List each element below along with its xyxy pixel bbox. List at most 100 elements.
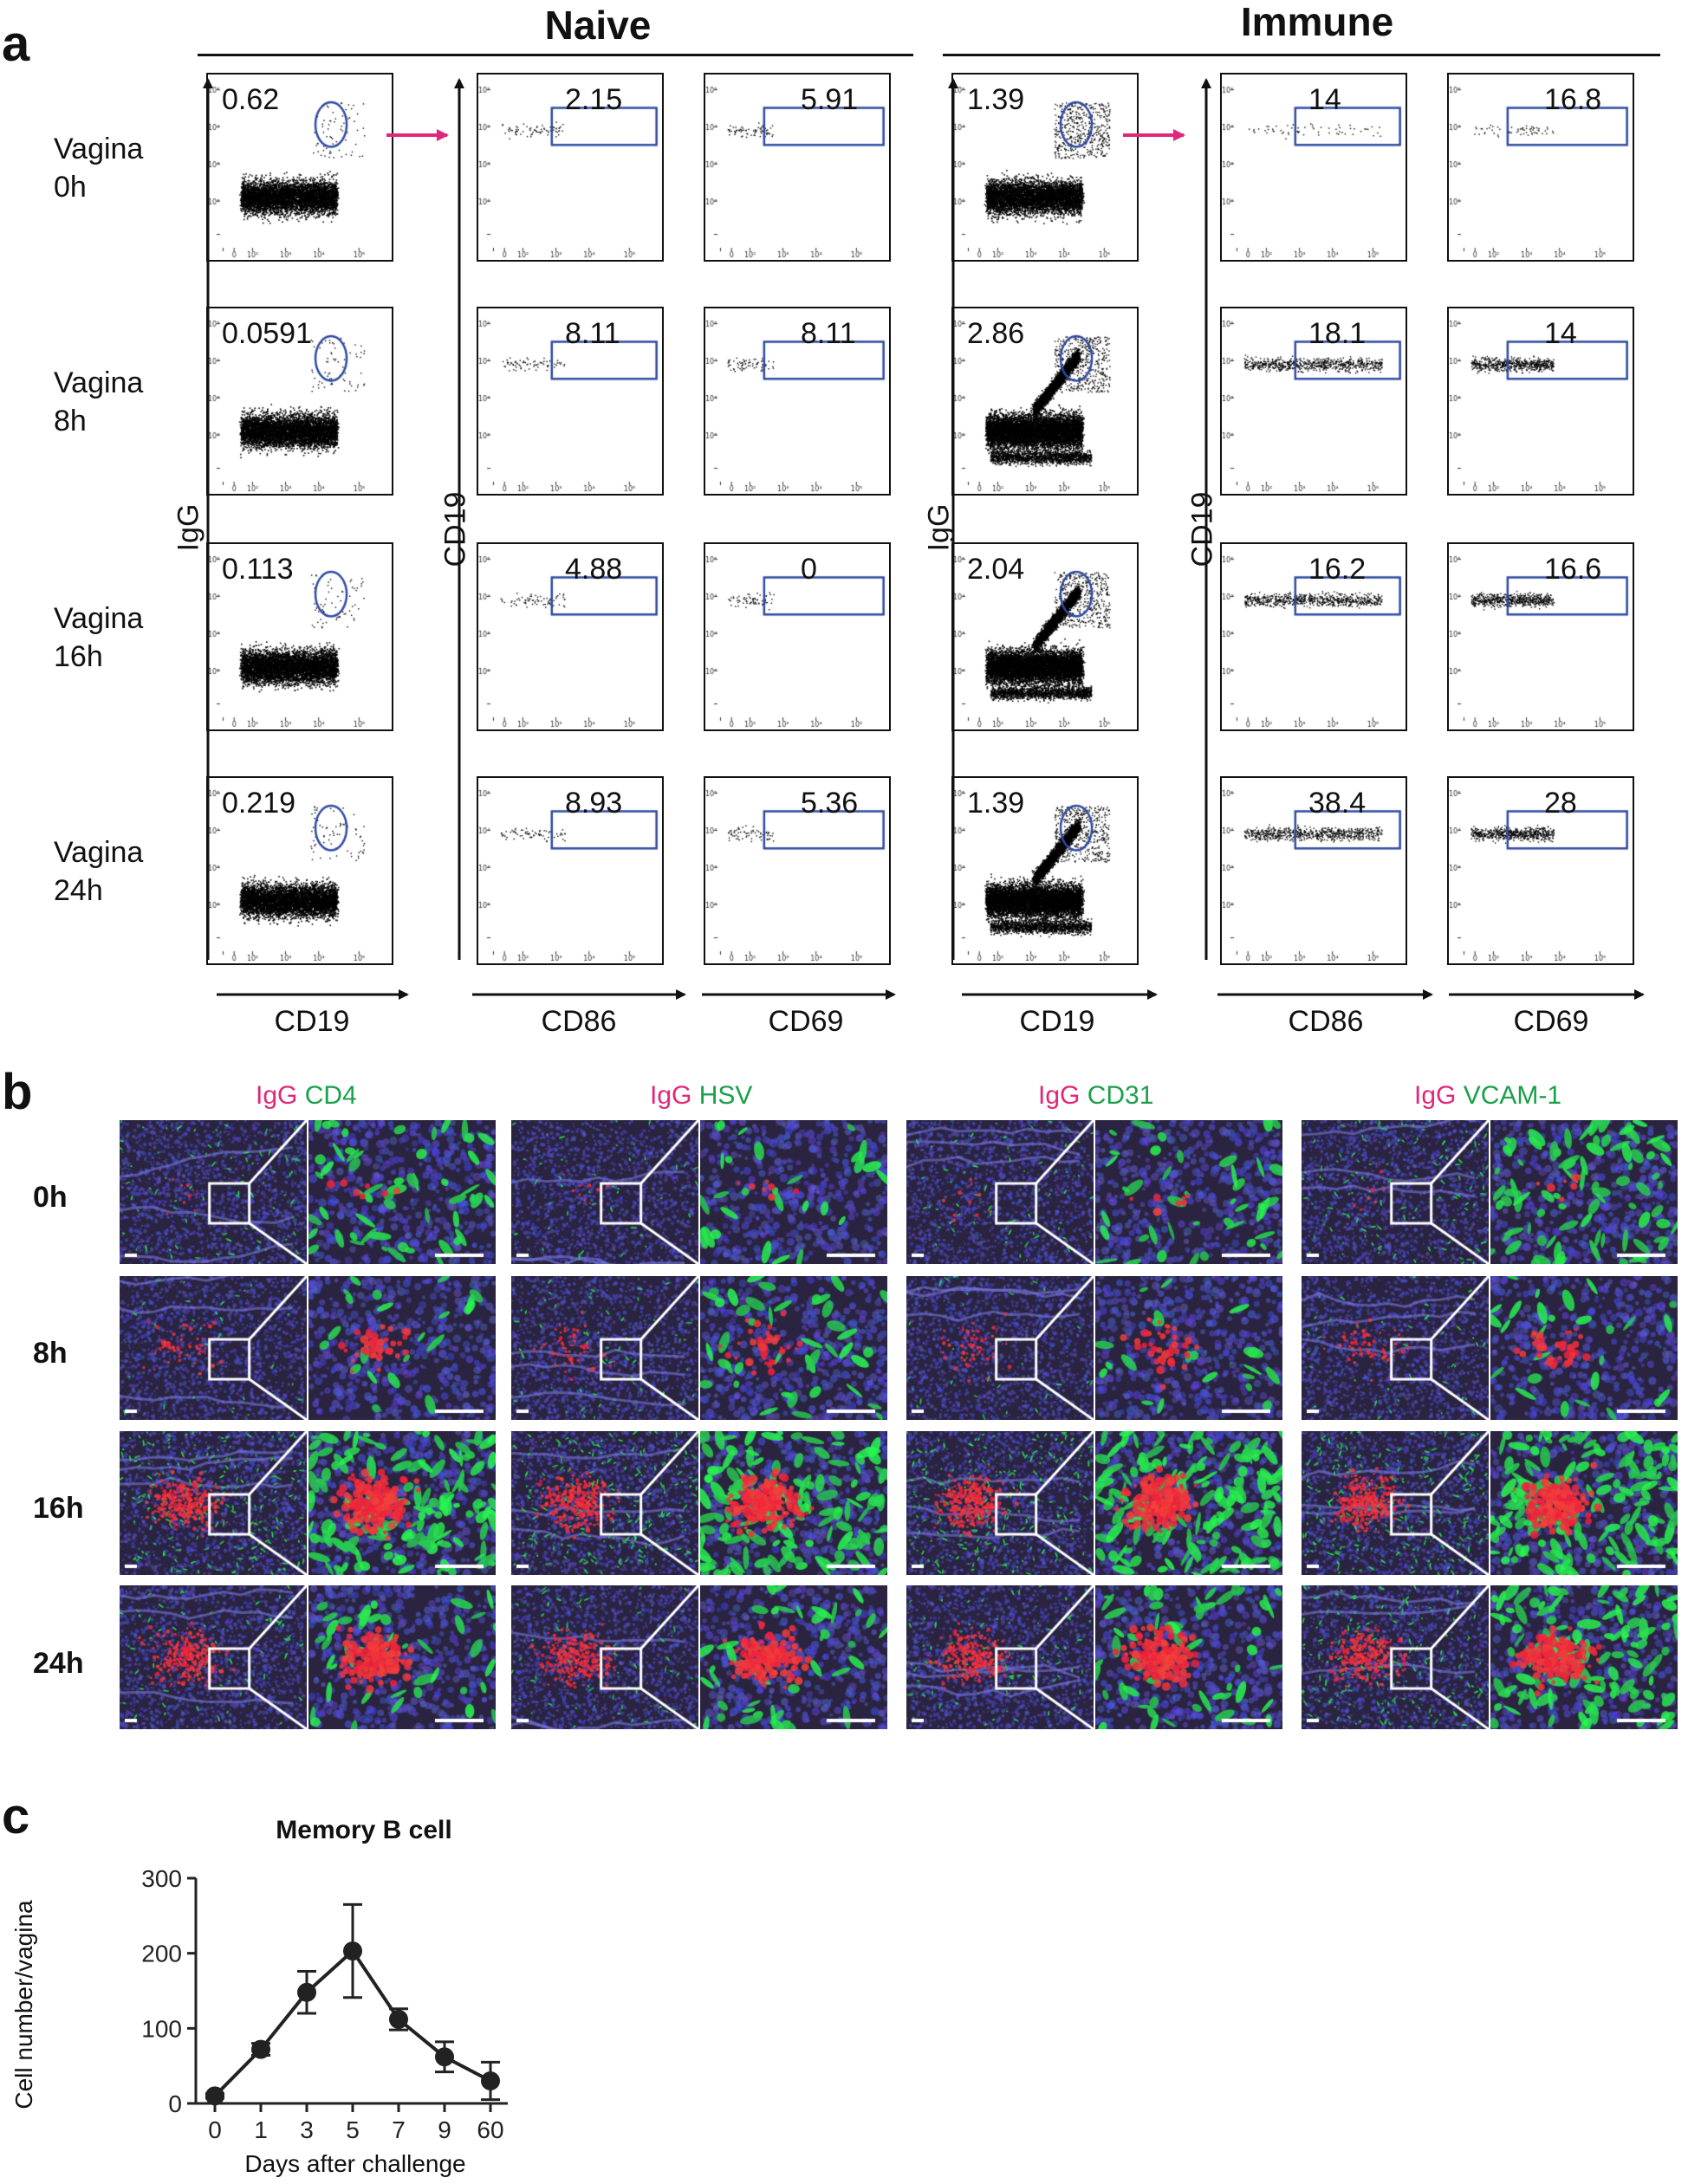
time-label-8h: 8h bbox=[33, 1337, 68, 1370]
micrograph-pair bbox=[906, 1120, 1282, 1264]
group-title-immune: Immune bbox=[1240, 0, 1394, 44]
naive-cd69-plot-1: 8.11 bbox=[704, 307, 891, 496]
panel-c-letter: c bbox=[2, 1788, 30, 1844]
micrograph-zoom bbox=[700, 1120, 887, 1264]
micrograph-zoom bbox=[1490, 1276, 1678, 1420]
micrograph-overview bbox=[906, 1431, 1094, 1575]
flow-dots bbox=[705, 75, 889, 260]
micrograph-pair bbox=[511, 1276, 887, 1420]
micrograph-pair bbox=[511, 1431, 887, 1575]
panel-b-letter: b bbox=[2, 1064, 33, 1120]
immune-igg-axis-title: IgG bbox=[922, 503, 956, 552]
data-point bbox=[435, 2047, 454, 2067]
flow-dots bbox=[478, 308, 662, 494]
data-point bbox=[481, 2071, 500, 2090]
immune-cd19-axis-title: CD19 bbox=[1185, 491, 1219, 567]
x-tick-label: 3 bbox=[300, 2116, 314, 2143]
y-tick-label: 0 bbox=[168, 2090, 182, 2117]
micrograph-overview bbox=[511, 1276, 698, 1420]
time-label-0h: 0h bbox=[33, 1181, 68, 1214]
cd69-gate-percent: 8.11 bbox=[801, 317, 856, 350]
group-rule-naive bbox=[198, 54, 913, 56]
flow-dots bbox=[208, 75, 392, 260]
cd69-gate-percent: 5.36 bbox=[801, 787, 859, 820]
naive-igg-cd19-plot-1: 0.0591 bbox=[206, 307, 393, 496]
micrograph-overview bbox=[120, 1585, 307, 1729]
micrograph-pair bbox=[906, 1585, 1282, 1729]
flow-dots bbox=[478, 778, 662, 963]
row-label-vagina-24h: Vagina 24h bbox=[54, 836, 144, 907]
cd86-gate-percent: 4.88 bbox=[565, 553, 623, 586]
data-point bbox=[251, 2039, 270, 2059]
panel-a-letter: a bbox=[2, 16, 30, 72]
micrograph-pair bbox=[906, 1276, 1282, 1420]
igg-gate-percent: 0.113 bbox=[222, 553, 294, 586]
flow-dots bbox=[208, 544, 392, 729]
micrograph-overview bbox=[906, 1585, 1094, 1729]
stain-header-vcam1: IgG VCAM-1 bbox=[1414, 1083, 1561, 1109]
flow-dots bbox=[953, 778, 1137, 963]
flow-dots bbox=[953, 75, 1137, 260]
cd69-gate-percent: 14 bbox=[1544, 317, 1577, 350]
flow-dots bbox=[953, 308, 1137, 494]
immune-igg-cd19-plot-3: 1.39 bbox=[951, 776, 1139, 965]
micrograph-zoom bbox=[1095, 1431, 1282, 1575]
naive-igg-axis-title: IgG bbox=[172, 503, 205, 552]
cd69-gate-percent: 16.6 bbox=[1544, 553, 1602, 586]
igg-gate-percent: 0.62 bbox=[222, 83, 280, 116]
immune-cd86-x-title: CD86 bbox=[1288, 1005, 1364, 1038]
immune-igg-cd19-plot-1: 2.86 bbox=[951, 307, 1139, 496]
immune-cd69-x-title: CD69 bbox=[1513, 1005, 1589, 1038]
flow-dots bbox=[1222, 544, 1406, 729]
cd86-gate-percent: 38.4 bbox=[1308, 787, 1367, 820]
immune-cd69-plot-3: 28 bbox=[1447, 776, 1634, 965]
stain-green-label: CD31 bbox=[1087, 1081, 1154, 1110]
stain-header-cd31: IgG CD31 bbox=[1038, 1083, 1153, 1109]
flow-dots bbox=[705, 778, 889, 963]
micrograph-overview bbox=[1302, 1120, 1489, 1264]
stain-red-label: IgG bbox=[1038, 1081, 1081, 1110]
cd86-gate-percent: 18.1 bbox=[1308, 317, 1367, 350]
stain-red-label: IgG bbox=[256, 1081, 298, 1110]
stain-header-hsv: IgG HSV bbox=[650, 1083, 752, 1109]
naive-cd69-x-title: CD69 bbox=[768, 1005, 844, 1038]
immune-cd69-plot-0: 16.8 bbox=[1447, 73, 1634, 262]
micrograph-zoom bbox=[308, 1276, 496, 1420]
cd86-gate-percent: 8.11 bbox=[565, 317, 620, 350]
group-title-naive: Naive bbox=[544, 3, 652, 48]
immune-igg-cd19-plot-0: 1.39 bbox=[951, 73, 1139, 262]
cd86-gate-percent: 14 bbox=[1308, 83, 1341, 116]
micrograph-overview bbox=[511, 1431, 698, 1575]
immune-cd86-plot-2: 16.2 bbox=[1220, 542, 1407, 731]
data-point bbox=[343, 1941, 362, 1961]
cd69-gate-percent: 16.8 bbox=[1544, 83, 1602, 116]
micrograph-zoom bbox=[1490, 1120, 1678, 1264]
naive-cd69-plot-2: 0 bbox=[704, 542, 891, 731]
micrograph-overview bbox=[120, 1276, 307, 1420]
naive-cd69-plot-3: 5.36 bbox=[704, 776, 891, 965]
row-label-vagina-0h: Vagina 0h bbox=[54, 133, 144, 204]
chart-y-label: Cell number/vagina bbox=[10, 1900, 37, 2109]
micrograph-zoom bbox=[1095, 1585, 1282, 1729]
naive-igg-cd19-plot-3: 0.219 bbox=[206, 776, 393, 965]
naive-cd19-axis-title: CD19 bbox=[438, 491, 472, 567]
x-tick-label: 5 bbox=[346, 2116, 360, 2143]
y-tick-label: 300 bbox=[141, 1865, 182, 1892]
flow-dots bbox=[705, 544, 889, 729]
chart-x-label: Days after challenge bbox=[244, 2150, 466, 2177]
micrograph-zoom bbox=[1095, 1276, 1282, 1420]
micrograph-zoom bbox=[1490, 1431, 1678, 1575]
cd69-gate-percent: 0 bbox=[801, 553, 817, 586]
micrograph-overview bbox=[511, 1120, 698, 1264]
stain-red-label: IgG bbox=[650, 1081, 692, 1110]
data-point bbox=[389, 2009, 408, 2029]
x-tick-label: 0 bbox=[208, 2116, 222, 2143]
data-point bbox=[297, 1982, 316, 2002]
immune-cd69-plot-2: 16.6 bbox=[1447, 542, 1634, 731]
micrograph-overview bbox=[1302, 1276, 1489, 1420]
row-label-vagina-16h: Vagina 16h bbox=[54, 602, 144, 673]
flow-dots bbox=[1222, 308, 1406, 494]
naive-cd86-plot-2: 4.88 bbox=[477, 542, 664, 731]
igg-gate-percent: 2.04 bbox=[967, 553, 1025, 586]
x-tick-label: 7 bbox=[392, 2116, 406, 2143]
